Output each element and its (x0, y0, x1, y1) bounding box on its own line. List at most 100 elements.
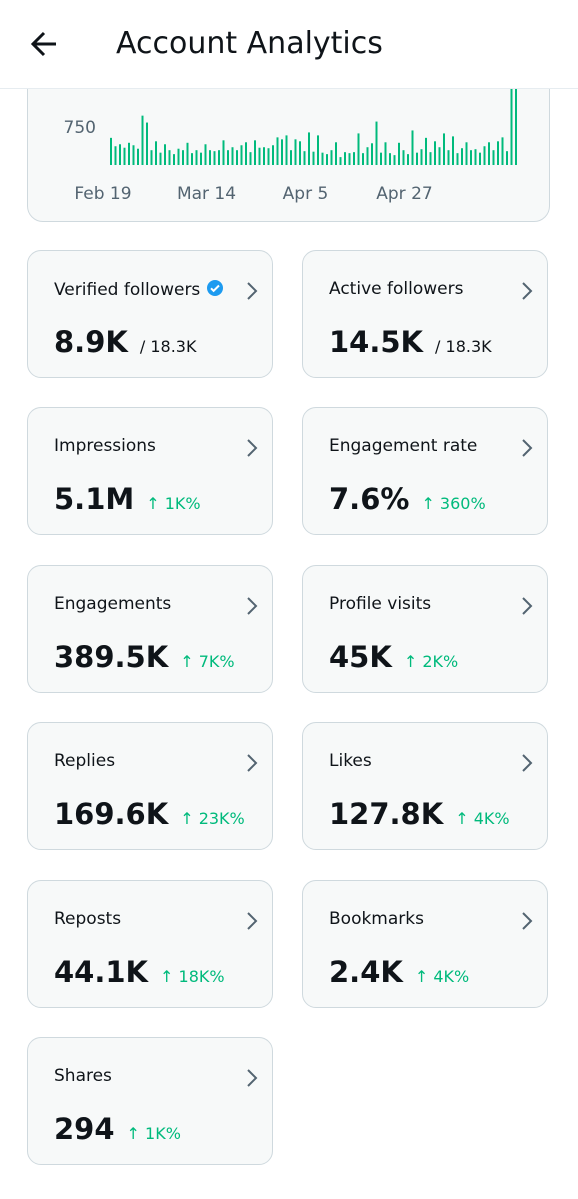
metric-label: Reposts (54, 909, 121, 929)
bar (407, 154, 409, 165)
metric-label-text: Engagements (54, 593, 172, 614)
metric-label-text: Likes (329, 751, 372, 772)
metric-value: 7.6% ↑ 360% (329, 482, 486, 516)
back-button[interactable] (30, 30, 58, 58)
bar (384, 142, 387, 165)
metric-value: 294 ↑ 1K% (54, 1112, 181, 1146)
metric-label-text: Profile visits (329, 593, 432, 614)
bar (231, 147, 234, 165)
bar (245, 142, 247, 165)
bar (141, 115, 144, 165)
bar (240, 145, 243, 165)
metric-card[interactable]: Active followers 14.5K / 18.3K (302, 250, 548, 378)
bar (344, 152, 346, 165)
bar (128, 142, 130, 165)
bar (434, 141, 436, 165)
metric-card[interactable]: Bookmarks 2.4K ↑ 4K% (302, 879, 548, 1008)
bar (488, 142, 490, 165)
metric-label-text: Replies (54, 751, 116, 772)
chart: 750 Feb 19 Mar 14 Apr 5 Apr 27 (64, 88, 517, 204)
metric-label-text: Shares (54, 1066, 112, 1086)
bar (515, 88, 517, 165)
metric-label: Engagements (54, 594, 171, 614)
metric-value: 389.5K ↑ 7K% (54, 640, 235, 674)
bar (308, 132, 310, 165)
bar (479, 152, 481, 165)
page-title: Account Analytics (116, 26, 383, 61)
metric-change: ↑ 4K% (455, 809, 510, 829)
chevron (246, 911, 258, 935)
metric-value-text: 127.8K (329, 797, 444, 832)
metric-value: 45K ↑ 2K% (329, 640, 458, 674)
bar (312, 151, 315, 165)
metric-label: Bookmarks (329, 909, 424, 929)
metric-value-text: 294 (54, 1112, 115, 1146)
bar (330, 150, 333, 165)
bar (348, 153, 351, 165)
bar (362, 153, 364, 165)
bar (456, 153, 459, 165)
bar (438, 147, 441, 165)
metric-value: 2.4K ↑ 4K% (329, 955, 469, 989)
metric-card[interactable]: Profile visits 45K ↑ 2K% (302, 564, 548, 693)
bar (227, 150, 229, 165)
x-tick-label: Feb 19 (74, 184, 131, 204)
bar (353, 152, 355, 165)
bar (321, 152, 324, 165)
bar (425, 137, 427, 165)
metric-card[interactable]: Engagements 389.5K ↑ 7K% (27, 564, 273, 693)
bar (465, 142, 468, 165)
metric-label: Verified followers (54, 279, 224, 302)
bar (501, 137, 504, 165)
metric-change: ↑ 1K% (126, 1124, 181, 1143)
metric-card[interactable]: Verified followers 8.9K / 18.3K (27, 250, 273, 378)
metric-value-text: 44.1K (54, 954, 149, 989)
metric-value: 5.1M ↑ 1K% (54, 482, 201, 516)
bar (191, 153, 193, 165)
bar (357, 133, 360, 165)
metric-change: ↑ 23K% (180, 809, 245, 829)
metric-label-text: Verified followers (54, 280, 201, 300)
chevron (521, 438, 533, 462)
metric-label: Profile visits (329, 594, 431, 614)
bar (267, 148, 270, 165)
x-tick-label: Apr 5 (283, 184, 329, 204)
bar (492, 150, 495, 165)
bar (173, 154, 175, 165)
metric-value-text: 5.1M (54, 482, 135, 517)
bar (155, 141, 157, 165)
bar (204, 144, 207, 165)
metric-card[interactable]: Likes 127.8K ↑ 4K% (302, 722, 548, 851)
metric-card[interactable]: Engagement rate 7.6% ↑ 360% (302, 407, 548, 536)
chevron (521, 911, 533, 935)
metric-card[interactable]: Shares 294 ↑ 1K% (27, 1037, 273, 1165)
bar (497, 141, 499, 165)
metric-card[interactable]: Impressions 5.1M ↑ 1K% (27, 407, 273, 536)
metric-change: ↑ 18K% (160, 966, 225, 986)
metric-label: Impressions (54, 436, 156, 456)
metric-card[interactable]: Reposts 44.1K ↑ 18K% (27, 879, 273, 1008)
bar (200, 152, 202, 165)
metric-change: ↑ 2K% (403, 651, 459, 671)
chevron (246, 281, 258, 305)
bar (276, 137, 279, 165)
bar (380, 152, 382, 165)
header: Account Analytics (0, 0, 578, 89)
bar (299, 141, 301, 165)
metric-change: ↑ 360% (421, 494, 486, 514)
bar (290, 150, 292, 165)
metric-card[interactable]: Replies 169.6K ↑ 23K% (27, 722, 273, 851)
y-tick-label: 750 (64, 118, 96, 138)
bar (119, 144, 121, 165)
metric-change: ↑ 1K% (146, 494, 201, 514)
bar (402, 150, 405, 165)
bar (429, 152, 432, 165)
bar (416, 152, 418, 165)
metric-change: ↑ 4K% (414, 966, 470, 986)
metric-value: 127.8K ↑ 4K% (329, 797, 510, 831)
metric-label-text: Engagement rate (329, 436, 478, 457)
metric-label: Replies (54, 751, 115, 771)
metric-label: Active followers (329, 279, 463, 299)
metric-value-text: 7.6% (329, 482, 410, 517)
